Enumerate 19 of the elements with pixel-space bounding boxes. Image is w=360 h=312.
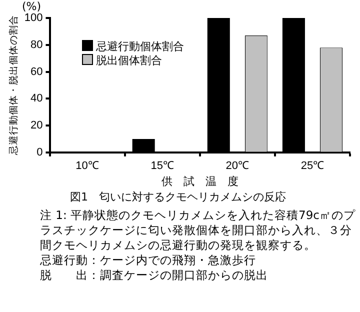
x-tick-label: 15℃: [150, 160, 174, 172]
y-tick-label: 100: [24, 12, 43, 24]
y-axis-title: 忌避行動個体・脱出個体の割合: [7, 15, 20, 156]
x-axis-title: 供 試 温 度: [161, 175, 238, 188]
legend-label: 忌避行動個体割合: [95, 40, 184, 54]
legend-label: 脱出個体割合: [95, 54, 163, 68]
text: 忌避行動：ケージ内での飛翔・急激歩行: [40, 253, 257, 268]
y-tick-label: 80: [30, 38, 43, 51]
y-tick-label: 60: [30, 66, 43, 78]
x-tick-label: 25℃: [300, 160, 324, 172]
y-tick-label: 40: [30, 92, 43, 105]
x-tick-label: 20℃: [226, 160, 250, 172]
text: 注 1: 平静状態のクモヘリカメムシを入れた容積79c㎡のプラスチックケージに匂い発散個体を開口部から入れ、３分間クモヘリカメムシの忌避行動の発現を観察する。: [40, 208, 356, 253]
text: (%): [22, 0, 42, 13]
text: 図1 匂いに対するクモヘリカメムシの反応: [70, 190, 286, 204]
y-tick-label: 0: [36, 146, 43, 158]
x-tick-label: 10℃: [76, 160, 99, 172]
y-tick-label: 20: [30, 120, 43, 132]
text: 脱 出：調査ケージの開口部からの脱出: [40, 268, 269, 283]
